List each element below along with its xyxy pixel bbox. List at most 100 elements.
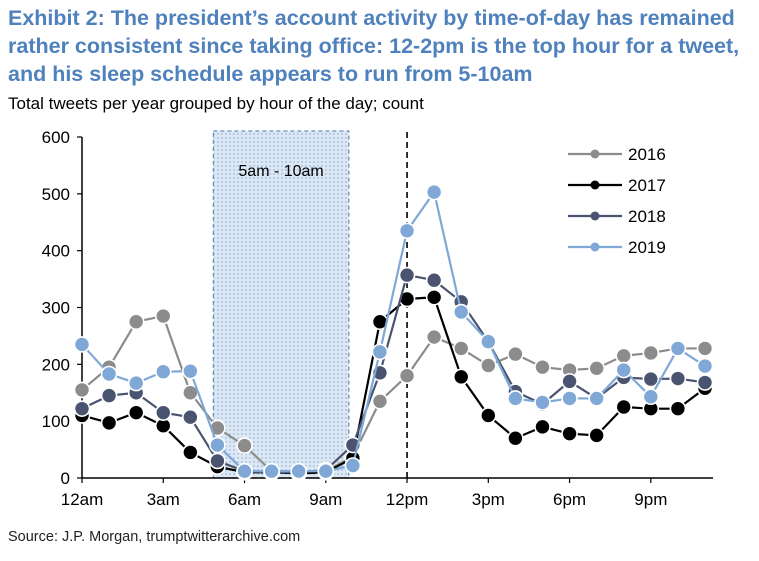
data-point xyxy=(642,388,660,406)
data-point xyxy=(73,381,91,399)
data-point xyxy=(236,437,253,454)
data-point xyxy=(696,340,714,357)
x-tick-label: 9pm xyxy=(634,490,667,509)
data-point xyxy=(398,222,416,240)
data-point xyxy=(290,462,307,480)
legend-entry-2019: 2019 xyxy=(568,238,666,257)
data-point xyxy=(534,418,551,436)
data-point xyxy=(209,436,226,454)
data-point xyxy=(534,358,551,376)
data-point xyxy=(588,390,605,407)
data-point xyxy=(642,344,660,362)
data-point xyxy=(696,357,714,375)
legend-label: 2016 xyxy=(628,145,666,164)
data-point xyxy=(127,374,145,392)
legend-swatch-marker xyxy=(590,242,600,252)
data-point xyxy=(588,427,605,444)
data-point xyxy=(371,343,389,361)
legend-swatch-marker xyxy=(590,180,600,190)
y-tick-label: 100 xyxy=(42,412,70,431)
data-point xyxy=(669,370,687,387)
legend-swatch-marker xyxy=(590,211,600,221)
x-tick-label: 12am xyxy=(61,490,104,509)
data-point xyxy=(615,347,633,365)
series-line xyxy=(81,314,705,473)
data-point xyxy=(452,340,470,357)
data-point xyxy=(480,333,497,350)
data-point xyxy=(615,361,633,379)
y-tick-label: 300 xyxy=(42,299,70,318)
data-point xyxy=(127,404,145,421)
legend-label: 2017 xyxy=(628,176,666,195)
data-point xyxy=(182,362,199,380)
x-tick-label: 12pm xyxy=(386,490,429,509)
data-point xyxy=(73,336,91,353)
data-point xyxy=(425,288,443,306)
y-tick-label: 500 xyxy=(42,185,70,204)
x-tick-label: 9am xyxy=(309,490,342,509)
data-point xyxy=(182,444,199,461)
data-point xyxy=(398,266,416,284)
data-point xyxy=(100,387,118,404)
legend-entry-2016: 2016 xyxy=(568,145,666,164)
data-point xyxy=(507,390,524,407)
data-point xyxy=(154,363,172,381)
x-tick-label: 6pm xyxy=(553,490,586,509)
x-tick-label: 3pm xyxy=(472,490,505,509)
data-point xyxy=(561,425,578,442)
data-point xyxy=(561,373,578,390)
legend-entry-2018: 2018 xyxy=(568,207,666,226)
series-2019 xyxy=(73,183,714,480)
data-point xyxy=(209,452,226,470)
y-tick-label: 0 xyxy=(61,469,70,488)
data-point xyxy=(317,462,335,480)
legend-label: 2018 xyxy=(628,207,666,226)
data-point xyxy=(696,374,714,391)
data-point xyxy=(236,462,253,480)
data-point xyxy=(480,357,497,374)
data-point xyxy=(425,328,443,346)
data-point xyxy=(534,394,551,411)
chart-subtitle: Total tweets per year grouped by hour of… xyxy=(8,94,424,113)
series-2016 xyxy=(73,307,714,480)
chart-title: Exhibit 2: The president’s account activ… xyxy=(8,6,740,86)
data-point xyxy=(507,429,524,447)
data-point xyxy=(642,370,660,388)
data-point xyxy=(263,462,280,480)
data-point xyxy=(371,392,389,410)
data-point xyxy=(452,368,470,386)
legend-swatch-marker xyxy=(590,149,600,159)
x-tick-label: 3am xyxy=(147,490,180,509)
shaded-region-label: 5am - 10am xyxy=(238,163,323,180)
data-point xyxy=(344,457,362,474)
shaded-region-sleep xyxy=(212,130,350,479)
data-point xyxy=(398,367,416,385)
x-tick-label: 6am xyxy=(228,490,261,509)
series-line xyxy=(81,191,706,473)
data-point xyxy=(127,313,145,331)
series-line xyxy=(81,274,706,474)
data-point xyxy=(561,390,578,407)
data-point xyxy=(669,340,687,357)
data-point xyxy=(507,345,524,363)
data-point xyxy=(425,271,443,289)
data-point xyxy=(100,365,118,383)
data-point xyxy=(480,407,497,424)
data-point xyxy=(588,360,605,377)
data-point xyxy=(73,400,91,417)
data-point xyxy=(615,398,633,416)
y-tick-label: 200 xyxy=(42,355,70,374)
data-point xyxy=(452,303,470,321)
legend-label: 2019 xyxy=(628,238,666,257)
legend-entry-2017: 2017 xyxy=(568,176,666,195)
data-point xyxy=(154,307,172,325)
data-point xyxy=(182,408,199,426)
y-tick-label: 600 xyxy=(42,128,70,147)
y-tick-label: 400 xyxy=(42,242,70,261)
data-point xyxy=(154,404,172,421)
data-point xyxy=(100,414,118,432)
source-note: Source: J.P. Morgan, trumptwitterarchive… xyxy=(8,529,301,545)
data-point xyxy=(669,400,687,417)
data-point xyxy=(425,183,443,201)
